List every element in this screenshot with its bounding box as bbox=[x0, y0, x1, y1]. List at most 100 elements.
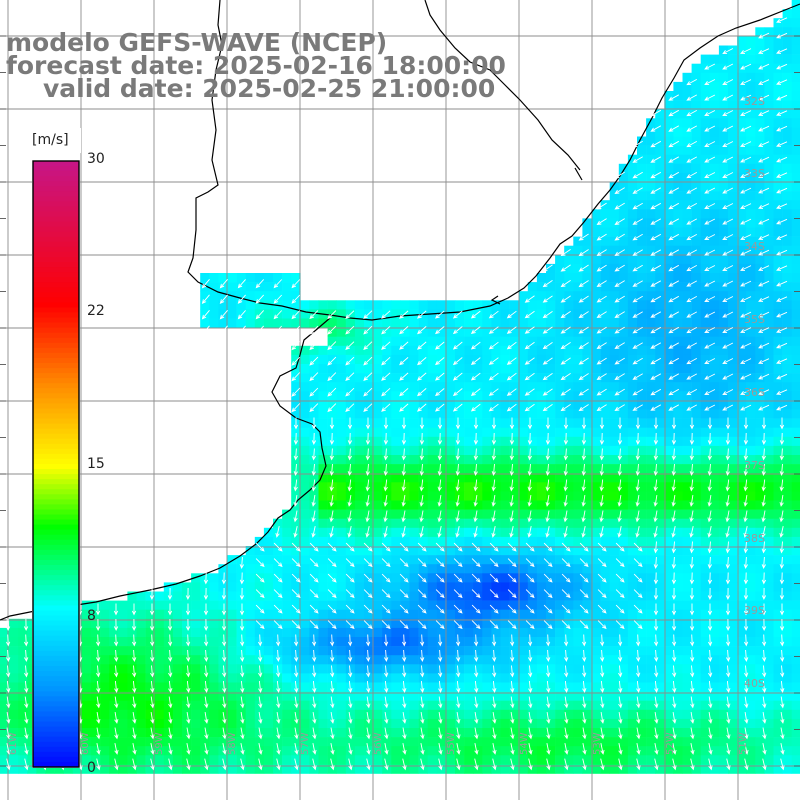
wind-speed-cell bbox=[737, 637, 747, 647]
wind-speed-cell bbox=[427, 637, 438, 647]
wind-speed-cell bbox=[691, 482, 701, 492]
wind-speed-cell bbox=[673, 646, 683, 656]
wind-speed-cell bbox=[464, 555, 474, 565]
wind-arrow bbox=[761, 432, 767, 446]
wind-arrow bbox=[686, 296, 698, 303]
wind-speed-cell bbox=[354, 728, 365, 738]
wind-speed-cell bbox=[9, 682, 19, 692]
wind-speed-cell bbox=[345, 418, 356, 428]
wind-speed-cell bbox=[300, 582, 310, 592]
wind-speed-cell bbox=[682, 682, 692, 692]
wind-speed-cell bbox=[564, 673, 574, 683]
wind-speed-cell bbox=[382, 709, 392, 720]
wind-arrow bbox=[311, 432, 317, 446]
wind-arrow bbox=[776, 32, 788, 39]
wind-arrow bbox=[761, 479, 766, 492]
wind-arrow bbox=[686, 327, 698, 334]
wind-arrow bbox=[309, 372, 319, 382]
wind-speed-cell bbox=[473, 518, 483, 529]
wind-speed-cell bbox=[518, 482, 529, 492]
wind-speed-cell bbox=[354, 473, 365, 483]
wind-speed-cell bbox=[573, 691, 583, 701]
wind-speed-cell bbox=[536, 555, 547, 565]
wind-speed-cell bbox=[682, 382, 692, 392]
wind-speed-cell bbox=[546, 637, 556, 647]
wind-speed-cell bbox=[637, 618, 647, 629]
wind-speed-cell bbox=[473, 318, 483, 328]
wind-speed-cell bbox=[746, 200, 756, 210]
wind-speed-cell bbox=[609, 600, 620, 610]
wind-arrow bbox=[758, 296, 770, 302]
wind-arrow bbox=[437, 495, 442, 507]
wind-arrow bbox=[704, 203, 716, 209]
wind-arrow bbox=[365, 448, 370, 461]
wind-speed-cell bbox=[382, 418, 392, 428]
wind-speed-cell bbox=[591, 564, 601, 574]
wind-speed-cell bbox=[618, 682, 629, 692]
wind-speed-cell bbox=[100, 691, 110, 701]
wind-speed-cell bbox=[27, 718, 37, 729]
wind-speed-cell bbox=[573, 737, 583, 747]
wind-speed-cell bbox=[391, 409, 401, 419]
wind-speed-cell bbox=[655, 109, 665, 119]
wind-vectors bbox=[5, 17, 788, 771]
wind-arrow bbox=[686, 141, 698, 148]
wind-speed-cell bbox=[373, 364, 383, 374]
wind-speed-cell bbox=[18, 646, 28, 656]
wind-speed-cell bbox=[637, 536, 647, 547]
wind-speed-cell bbox=[746, 273, 756, 283]
wind-speed-cell bbox=[600, 473, 610, 483]
wind-speed-cell bbox=[618, 764, 629, 774]
wind-speed-cell bbox=[218, 646, 228, 656]
wind-speed-cell bbox=[746, 618, 756, 629]
wind-speed-cell bbox=[637, 354, 647, 365]
wind-speed-cell bbox=[764, 491, 774, 501]
wind-speed-cell bbox=[436, 600, 447, 610]
wind-speed-cell bbox=[718, 227, 729, 237]
wind-speed-cell bbox=[709, 609, 720, 620]
wind-speed-cell bbox=[573, 600, 583, 610]
wind-arrow bbox=[509, 526, 514, 538]
wind-speed-cell bbox=[245, 609, 256, 620]
wind-speed-cell bbox=[236, 728, 246, 738]
wind-arrow bbox=[725, 526, 730, 538]
wind-speed-cell bbox=[618, 655, 629, 665]
wind-speed-cell bbox=[655, 527, 665, 538]
wind-speed-cell bbox=[582, 254, 592, 265]
wind-speed-cell bbox=[427, 673, 438, 683]
wind-speed-cell bbox=[473, 637, 483, 647]
wind-speed-cell bbox=[518, 682, 529, 692]
wind-speed-cell bbox=[464, 637, 474, 647]
wind-speed-cell bbox=[664, 127, 674, 137]
wind-arrow bbox=[419, 417, 425, 430]
wind-speed-cell bbox=[227, 764, 237, 774]
wind-arrow bbox=[596, 326, 607, 334]
wind-speed-cell bbox=[791, 755, 800, 765]
wind-speed-cell bbox=[718, 609, 729, 620]
wind-speed-cell bbox=[755, 273, 765, 283]
wind-speed-cell bbox=[782, 91, 792, 101]
wind-arrow bbox=[633, 573, 643, 583]
wind-speed-cell bbox=[627, 154, 638, 165]
wind-speed-cell bbox=[373, 509, 383, 519]
wind-speed-cell bbox=[546, 709, 556, 720]
wind-speed-cell bbox=[664, 236, 674, 246]
wind-speed-cell bbox=[445, 345, 456, 356]
wind-speed-cell bbox=[718, 245, 729, 256]
wind-speed-cell bbox=[718, 91, 729, 101]
wind-speed-cell bbox=[646, 646, 656, 656]
wind-speed-cell bbox=[664, 709, 674, 720]
wind-speed-cell bbox=[691, 63, 701, 74]
wind-speed-cell bbox=[145, 664, 155, 674]
wind-speed-cell bbox=[418, 318, 428, 328]
wind-speed-cell bbox=[791, 573, 800, 583]
wind-speed-cell bbox=[464, 546, 474, 556]
wind-speed-cell bbox=[682, 482, 692, 492]
wind-speed-cell bbox=[618, 336, 629, 347]
wind-speed-cell bbox=[318, 354, 328, 365]
wind-speed-cell bbox=[600, 500, 610, 510]
wind-speed-cell bbox=[409, 327, 419, 337]
wind-speed-cell bbox=[509, 646, 519, 656]
wind-speed-cell bbox=[81, 618, 92, 629]
wind-speed-cell bbox=[791, 354, 800, 365]
